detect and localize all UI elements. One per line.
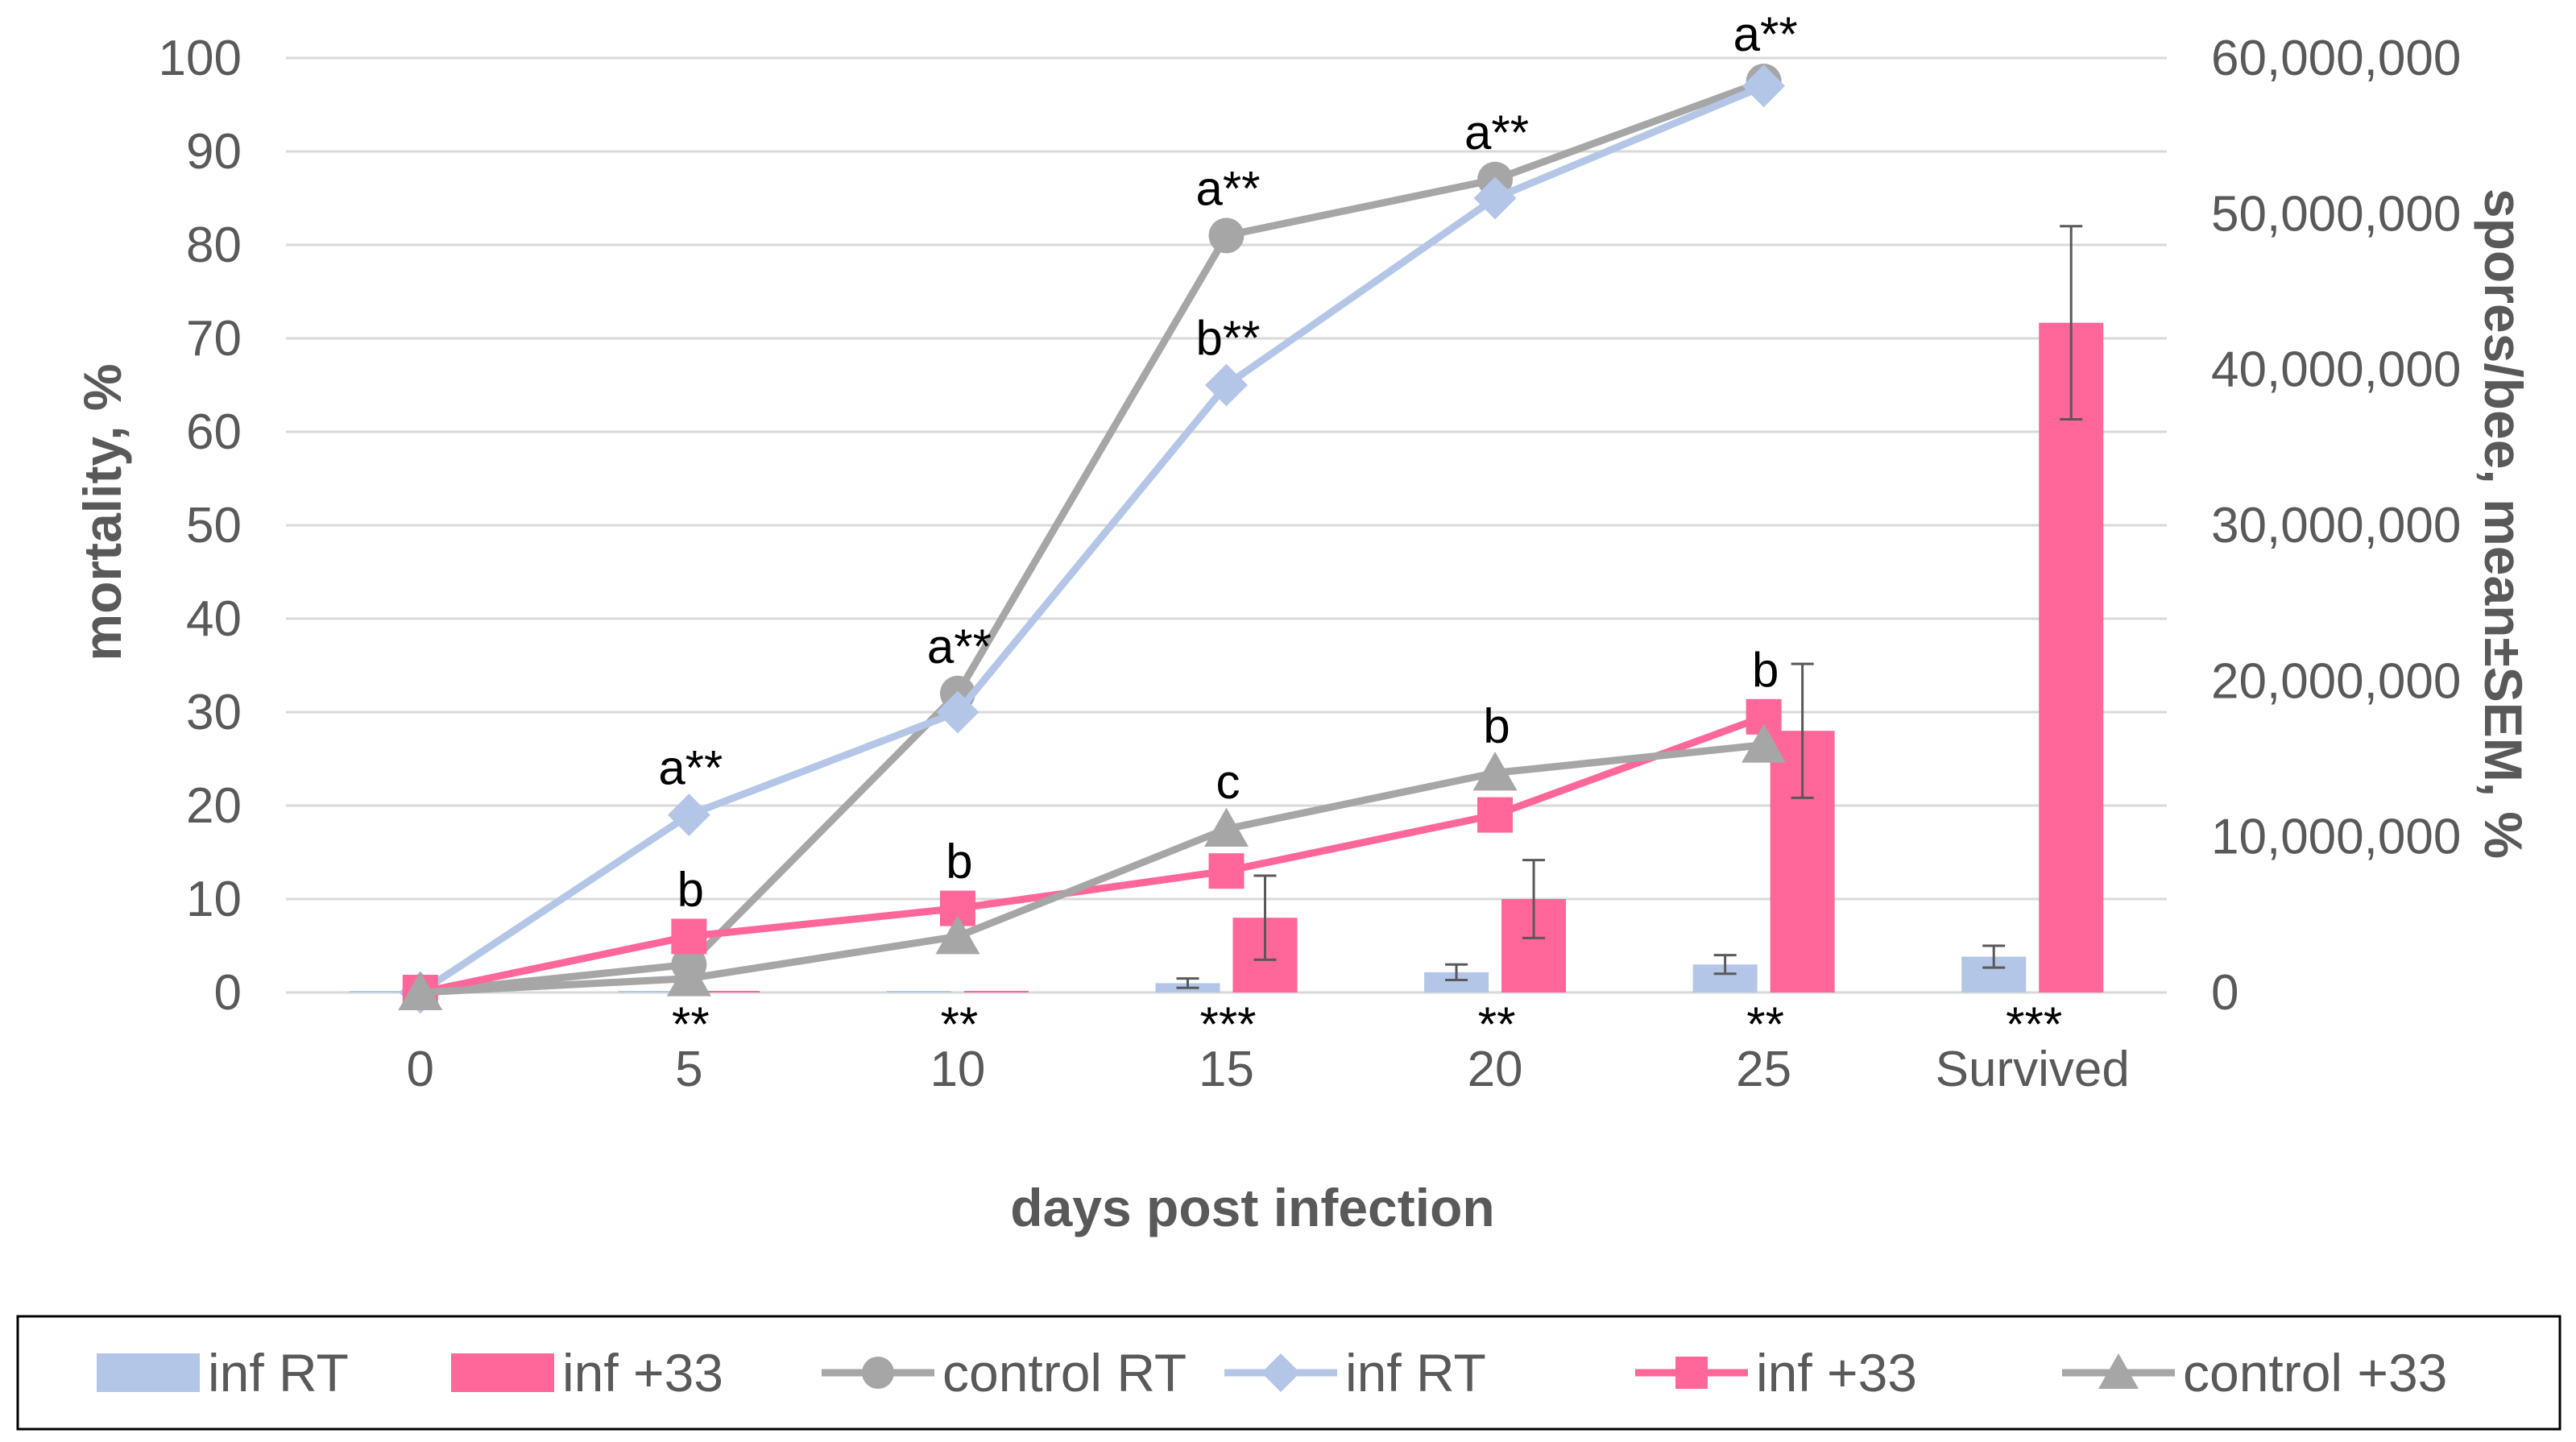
bar-series — [349, 225, 2104, 993]
significance-label: *** — [2006, 997, 2062, 1051]
y-right-tick-label: 10,000,000 — [2211, 810, 2461, 865]
marker-triangle — [666, 957, 711, 997]
legend-label: inf +33 — [1756, 1343, 1917, 1403]
y-axis-right-title: spores/bee, mean±SEM, % — [2474, 189, 2533, 859]
marker-square — [1477, 797, 1514, 833]
y-left-tick-label: 30 — [186, 685, 242, 740]
y-axis-left-title: mortality, % — [72, 363, 132, 661]
marker-square — [1675, 1357, 1708, 1389]
y-left-tick-label: 60 — [186, 404, 242, 460]
marker-diamond — [1261, 1353, 1300, 1392]
bar — [695, 991, 760, 992]
legend-label: inf RT — [1345, 1343, 1486, 1403]
significance-label: *** — [1199, 997, 1256, 1051]
annotation-label: a** — [927, 619, 992, 673]
annotation-label: b** — [1195, 311, 1260, 365]
y-right-tick-label: 50,000,000 — [2211, 186, 2461, 242]
annotation-label: a** — [1733, 7, 1798, 61]
line-series — [398, 64, 1787, 1014]
significance-label: ** — [1746, 997, 1784, 1051]
legend-label: inf RT — [208, 1343, 349, 1403]
y-left-tick-label: 80 — [186, 218, 242, 273]
series-line — [420, 741, 1765, 997]
marker-triangle — [398, 971, 443, 1010]
legend-swatch — [97, 1353, 200, 1392]
annotation-label: c — [1216, 755, 1240, 809]
x-tick-label: 5 — [675, 1042, 702, 1097]
x-tick-label: Survived — [1936, 1042, 2130, 1097]
bar — [349, 991, 414, 992]
y-right-tick-label: 40,000,000 — [2211, 342, 2461, 398]
y-left-tick-label: 70 — [186, 311, 242, 367]
x-tick-label: 25 — [1736, 1042, 1791, 1097]
legend-label: control +33 — [2183, 1343, 2447, 1403]
marker-triangle — [1472, 752, 1518, 791]
significance-label: ** — [1478, 997, 1516, 1051]
x-tick-label: 0 — [407, 1042, 434, 1097]
y-left-tick-label: 40 — [186, 591, 242, 647]
x-axis-title: days post infection — [1010, 1178, 1494, 1237]
axis-ticks: 0102030405060708090100010,000,00020,000,… — [159, 31, 2462, 1097]
marker-diamond — [1742, 64, 1786, 108]
series-line — [419, 713, 1766, 997]
marker-circle — [1208, 218, 1245, 254]
annotations: a**ba**ba**b**ca**ba**b** ** *** ** ** *** — [658, 7, 2062, 1051]
annotation-label: a** — [1195, 161, 1260, 215]
y-right-tick-label: 20,000,000 — [2211, 653, 2461, 709]
bar — [618, 991, 683, 992]
y-left-tick-label: 90 — [186, 124, 242, 180]
y-left-tick-label: 100 — [159, 31, 242, 86]
bar — [886, 991, 951, 992]
annotation-label: b — [1752, 643, 1779, 697]
marker-circle — [862, 1357, 894, 1389]
x-tick-label: 20 — [1468, 1042, 1523, 1097]
annotation-label: b — [946, 835, 972, 889]
series-line — [420, 77, 1766, 997]
annotation-label: b — [1483, 698, 1510, 752]
marker-diamond — [1205, 363, 1248, 407]
marker-triangle — [2098, 1353, 2139, 1389]
bar — [963, 991, 1029, 992]
legend-label: inf +33 — [562, 1343, 723, 1403]
marker-square — [671, 918, 707, 955]
annotation-label: a** — [1464, 106, 1529, 160]
y-left-tick-label: 0 — [214, 965, 242, 1021]
bar — [2039, 322, 2104, 993]
annotation-label: a** — [658, 741, 723, 795]
marker-square — [1208, 853, 1245, 889]
significance-label: ** — [941, 997, 979, 1051]
marker-diamond — [1473, 176, 1517, 220]
legend-label: control RT — [942, 1343, 1187, 1403]
y-right-tick-label: 0 — [2211, 965, 2238, 1021]
y-left-tick-label: 50 — [186, 498, 242, 553]
marker-triangle — [1204, 807, 1249, 847]
x-tick-label: 15 — [1199, 1042, 1254, 1097]
marker-diamond — [936, 690, 979, 734]
legend: inf RT inf +33 control RT inf RT inf +33 cont… — [97, 1343, 2447, 1403]
series-line — [418, 82, 1766, 996]
y-left-tick-label: 20 — [186, 778, 242, 834]
y-left-tick-label: 10 — [186, 872, 242, 927]
x-tick-label: 10 — [930, 1042, 985, 1097]
y-right-tick-label: 30,000,000 — [2211, 498, 2461, 553]
legend-swatch — [451, 1353, 554, 1392]
legend-box — [16, 1315, 2562, 1431]
y-right-tick-label: 60,000,000 — [2211, 31, 2461, 86]
significance-label: ** — [672, 997, 710, 1051]
marker-triangle — [935, 915, 980, 955]
annotation-label: b — [677, 862, 704, 916]
marker-diamond — [667, 794, 710, 836]
marker-triangle — [1741, 723, 1787, 763]
